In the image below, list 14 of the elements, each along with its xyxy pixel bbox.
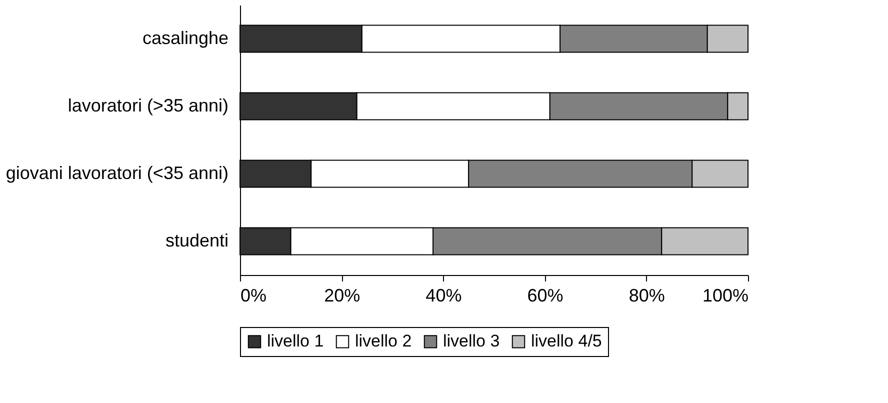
legend-label: livello 2 bbox=[355, 332, 412, 351]
x-tick-label: 20% bbox=[324, 286, 360, 306]
x-tick-label: 100% bbox=[702, 286, 748, 306]
legend-label: livello 1 bbox=[267, 332, 324, 351]
y-tick-label: giovani lavoratori (<35 anni) bbox=[6, 162, 228, 183]
y-tick-label: studenti bbox=[165, 230, 228, 250]
x-tick-label: 60% bbox=[527, 286, 564, 306]
legend-label: livello 4/5 bbox=[531, 332, 602, 351]
y-tick-label: casalinghe bbox=[142, 28, 228, 48]
x-tick-label: 0% bbox=[240, 286, 267, 306]
x-tick-label: 40% bbox=[426, 286, 462, 306]
x-tick-label: 80% bbox=[628, 286, 665, 306]
y-tick-label: lavoratori (>35 anni) bbox=[68, 95, 228, 116]
legend-label: livello 3 bbox=[443, 332, 500, 351]
